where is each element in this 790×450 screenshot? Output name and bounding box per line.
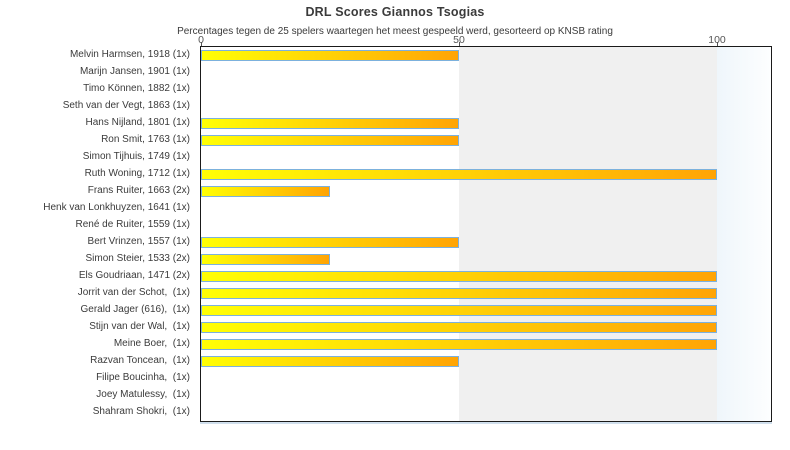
bar-row (201, 64, 771, 81)
score-bar (201, 305, 717, 316)
score-bar (201, 118, 459, 129)
chart-title: DRL Scores Giannos Tsogias (305, 5, 485, 19)
bar-row (201, 353, 771, 370)
axis-tick-mark (459, 42, 460, 46)
row-label: Meine Boer, (1x) (113, 338, 190, 349)
row-label: Shahram Shokri, (1x) (92, 406, 190, 417)
row-labels: Melvin Harmsen, 1918 (1x) Marijn Jansen, … (0, 46, 195, 420)
row-label: Els Goudriaan, 1471 (2x) (78, 270, 190, 281)
row-label: Henk van Lonkhuyzen, 1641 (1x) (43, 202, 190, 213)
axis-tick-label: 100 (708, 34, 726, 46)
plot-area (200, 46, 772, 422)
bar-row (201, 183, 771, 200)
row-label: Timo Können, 1882 (1x) (83, 83, 190, 94)
row-label: Seth van der Vegt, 1863 (1x) (62, 100, 190, 111)
bar-row (201, 319, 771, 336)
score-bar (201, 237, 459, 248)
row-label: Bert Vrinzen, 1557 (1x) (87, 236, 190, 247)
bar-row (201, 98, 771, 115)
axis-tick-label: 50 (453, 34, 465, 46)
score-bar (201, 169, 717, 180)
axis-tick-mark (201, 42, 202, 46)
row-label: René de Ruiter, 1559 (1x) (75, 219, 190, 230)
bar-row (201, 336, 771, 353)
bar-rows (201, 47, 771, 421)
bar-row (201, 268, 771, 285)
row-label: Ron Smit, 1763 (1x) (101, 134, 190, 145)
bar-row (201, 285, 771, 302)
bar-row (201, 149, 771, 166)
row-label: Jorrit van der Schot, (1x) (77, 287, 190, 298)
row-label: Joey Matulessy, (1x) (96, 389, 190, 400)
bar-row (201, 166, 771, 183)
bar-row (201, 251, 771, 268)
band-over-100 (717, 47, 771, 421)
chart-subtitle: Percentages tegen de 25 spelers waartege… (177, 26, 613, 37)
row-label: Simon Tijhuis, 1749 (1x) (82, 151, 190, 162)
bar-row (201, 370, 771, 387)
score-bar (201, 135, 459, 146)
bar-row (201, 132, 771, 149)
bar-row (201, 47, 771, 64)
axis-tick-mark (717, 42, 718, 46)
row-label: Frans Ruiter, 1663 (2x) (87, 185, 190, 196)
row-label: Stijn van der Wal, (1x) (89, 321, 190, 332)
score-bar (201, 322, 717, 333)
score-bar (201, 339, 717, 350)
score-bar (201, 50, 459, 61)
axis-tick-label: 0 (198, 34, 204, 46)
row-label: Marijn Jansen, 1901 (1x) (79, 66, 190, 77)
row-label: Simon Steier, 1533 (2x) (85, 253, 191, 264)
bar-row (201, 200, 771, 217)
row-label: Razvan Toncean, (1x) (90, 355, 190, 366)
bar-row (201, 302, 771, 319)
score-bar (201, 271, 717, 282)
bar-row (201, 404, 771, 421)
bar-row (201, 81, 771, 98)
score-bar (201, 186, 330, 197)
bar-row (201, 217, 771, 234)
row-label: Gerald Jager (616), (1x) (80, 304, 191, 315)
row-label: Filipe Boucinha, (1x) (96, 372, 190, 383)
score-bar (201, 288, 717, 299)
bar-row (201, 115, 771, 132)
row-label: Ruth Woning, 1712 (1x) (84, 168, 190, 179)
bar-row (201, 234, 771, 251)
row-label: Melvin Harmsen, 1918 (1x) (69, 49, 190, 60)
score-bar (201, 254, 330, 265)
bar-row (201, 387, 771, 404)
row-label: Hans Nijland, 1801 (1x) (85, 117, 191, 128)
score-bar (201, 356, 459, 367)
band-50-100 (459, 47, 717, 421)
